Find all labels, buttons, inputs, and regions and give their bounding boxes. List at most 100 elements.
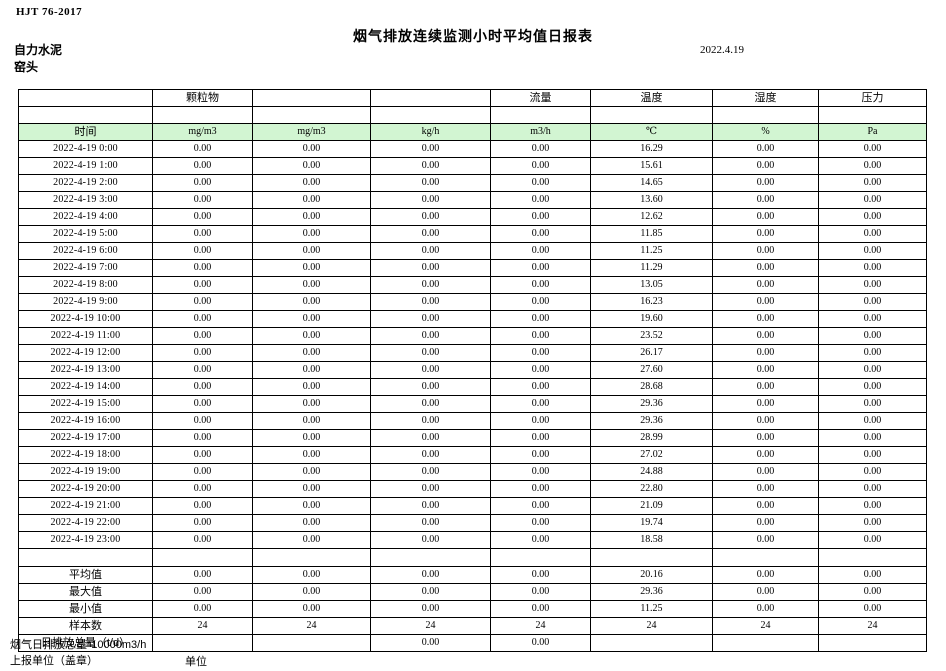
- cell-value-7: 0.00: [818, 208, 927, 226]
- cell-time: 2022-4-19 2:00: [18, 174, 153, 192]
- cell-value-4: 0.00: [490, 157, 591, 175]
- standard-code: HJT 76-2017: [16, 6, 83, 18]
- summary-value-3: 0.00: [370, 600, 491, 618]
- cell-value-1: 0.00: [152, 259, 253, 277]
- cell-value-2: 0.00: [252, 174, 371, 192]
- summary-label: 最大值: [18, 583, 153, 601]
- cell-value-5: 29.36: [590, 395, 713, 413]
- cell-value-2: 0.00: [252, 327, 371, 345]
- cell-value-4: 0.00: [490, 531, 591, 549]
- cell-value-1: 0.00: [152, 191, 253, 209]
- summary-value-4: 0.00: [490, 634, 591, 652]
- cell-value-4: 0.00: [490, 208, 591, 226]
- organization-block: 自力水泥 窑头: [14, 42, 62, 76]
- cell-value-3: 0.00: [370, 157, 491, 175]
- cell-value-5: 16.23: [590, 293, 713, 311]
- cell-value-7: 0.00: [818, 514, 927, 532]
- spacer-cell-5: [590, 548, 713, 567]
- spacer-cell-1: [152, 548, 253, 567]
- cell-value-2: 0.00: [252, 242, 371, 260]
- cell-value-2: 0.00: [252, 344, 371, 362]
- cell-value-5: 15.61: [590, 157, 713, 175]
- cell-value-6: 0.00: [712, 395, 819, 413]
- cell-value-1: 0.00: [152, 344, 253, 362]
- cell-value-4: 0.00: [490, 361, 591, 379]
- summary-value-4: 0.00: [490, 566, 591, 584]
- cell-value-6: 0.00: [712, 412, 819, 430]
- param-header-particulate-lower: [152, 106, 253, 124]
- table-row: 2022-4-19 2:00 0.00 0.00 0.00 0.00 14.65 0.00 0…: [18, 174, 927, 192]
- summary-row: 最小值 0.00 0.00 0.00 0.00 11.25 0.00 0.00: [18, 600, 927, 618]
- cell-value-5: 13.05: [590, 276, 713, 294]
- cell-value-3: 0.00: [370, 293, 491, 311]
- unit-header-col1: mg/m3: [152, 123, 253, 141]
- table-row: 2022-4-19 23:00 0.00 0.00 0.00 0.00 18.58 0.00…: [18, 531, 927, 549]
- cell-value-6: 0.00: [712, 378, 819, 396]
- cell-value-3: 0.00: [370, 344, 491, 362]
- cell-value-5: 24.88: [590, 463, 713, 481]
- cell-value-4: 0.00: [490, 378, 591, 396]
- cell-value-7: 0.00: [818, 531, 927, 549]
- cell-value-5: 23.52: [590, 327, 713, 345]
- param-header-col3: [370, 89, 491, 107]
- summary-value-1: 0.00: [152, 600, 253, 618]
- cell-time: 2022-4-19 7:00: [18, 259, 153, 277]
- table-row: 2022-4-19 15:00 0.00 0.00 0.00 0.00 29.36 0.00…: [18, 395, 927, 413]
- cell-value-3: 0.00: [370, 429, 491, 447]
- cell-value-7: 0.00: [818, 378, 927, 396]
- summary-value-2: [252, 634, 371, 652]
- cell-value-4: 0.00: [490, 327, 591, 345]
- table-row: 2022-4-19 11:00 0.00 0.00 0.00 0.00 23.52 0.00…: [18, 327, 927, 345]
- cell-value-7: 0.00: [818, 174, 927, 192]
- summary-value-5: 24: [590, 617, 713, 635]
- table-row: 2022-4-19 6:00 0.00 0.00 0.00 0.00 11.25 0.00 0…: [18, 242, 927, 260]
- cell-value-1: 0.00: [152, 429, 253, 447]
- cell-value-5: 11.25: [590, 242, 713, 260]
- unit-header-time: 时间: [18, 123, 153, 141]
- cell-value-7: 0.00: [818, 259, 927, 277]
- summary-value-1: 24: [152, 617, 253, 635]
- cell-value-3: 0.00: [370, 463, 491, 481]
- cell-value-1: 0.00: [152, 293, 253, 311]
- table-body: 颗粒物 流量 温度 湿度 压力 时间 mg/m3: [18, 89, 927, 652]
- table-row: 2022-4-19 1:00 0.00 0.00 0.00 0.00 15.61 0.00 0…: [18, 157, 927, 175]
- cell-value-1: 0.00: [152, 276, 253, 294]
- param-header-temperature: 温度: [590, 89, 713, 107]
- cell-value-6: 0.00: [712, 225, 819, 243]
- cell-value-6: 0.00: [712, 429, 819, 447]
- param-header-row-lower: [18, 106, 927, 124]
- cell-value-6: 0.00: [712, 327, 819, 345]
- cell-value-7: 0.00: [818, 140, 927, 158]
- cell-time: 2022-4-19 15:00: [18, 395, 153, 413]
- cell-value-2: 0.00: [252, 531, 371, 549]
- cell-value-3: 0.00: [370, 208, 491, 226]
- cell-value-4: 0.00: [490, 191, 591, 209]
- cell-value-7: 0.00: [818, 429, 927, 447]
- summary-row: 平均值 0.00 0.00 0.00 0.00 20.16 0.00 0.00: [18, 566, 927, 584]
- summary-value-3: 24: [370, 617, 491, 635]
- cell-value-7: 0.00: [818, 157, 927, 175]
- cell-time: 2022-4-19 1:00: [18, 157, 153, 175]
- cell-value-1: 0.00: [152, 361, 253, 379]
- summary-value-5: 29.36: [590, 583, 713, 601]
- cell-value-6: 0.00: [712, 463, 819, 481]
- summary-value-2: 0.00: [252, 600, 371, 618]
- summary-value-7: [818, 634, 927, 652]
- cell-value-4: 0.00: [490, 514, 591, 532]
- cell-value-5: 19.74: [590, 514, 713, 532]
- table-row: 2022-4-19 3:00 0.00 0.00 0.00 0.00 13.60 0.00 0…: [18, 191, 927, 209]
- spacer-cell-6: [712, 548, 819, 567]
- cell-value-6: 0.00: [712, 344, 819, 362]
- cell-value-1: 0.00: [152, 395, 253, 413]
- table-row: 2022-4-19 16:00 0.00 0.00 0.00 0.00 29.36 0.00…: [18, 412, 927, 430]
- table-row: 2022-4-19 12:00 0.00 0.00 0.00 0.00 26.17 0.00…: [18, 344, 927, 362]
- cell-value-6: 0.00: [712, 157, 819, 175]
- summary-value-7: 0.00: [818, 583, 927, 601]
- cell-value-1: 0.00: [152, 463, 253, 481]
- summary-row: 样本数 24 24 24 24 24 24 24: [18, 617, 927, 635]
- unit-header-col7: Pa: [818, 123, 927, 141]
- param-header-col2-lower: [252, 106, 371, 124]
- table-row: 2022-4-19 5:00 0.00 0.00 0.00 0.00 11.85 0.00 0…: [18, 225, 927, 243]
- org-site: 窑头: [14, 60, 39, 74]
- cell-value-1: 0.00: [152, 174, 253, 192]
